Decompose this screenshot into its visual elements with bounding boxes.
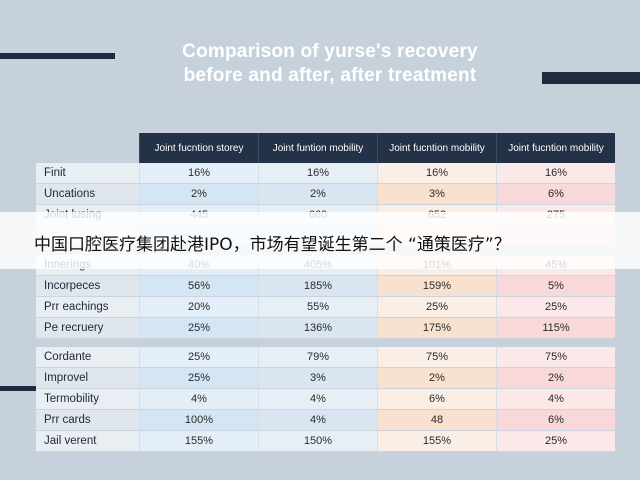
table-cell: 25% xyxy=(377,296,497,318)
table-cell: 2% xyxy=(377,367,497,389)
table-cell: 100% xyxy=(139,409,259,431)
table-cell: 25% xyxy=(496,430,615,452)
comparison-table: Joint fucntion storey Joint funtion mobi… xyxy=(36,133,615,452)
table-cell: 6% xyxy=(377,388,497,410)
table-corner xyxy=(36,133,140,163)
row-label: Cordante xyxy=(36,347,140,368)
table-cell: 2% xyxy=(139,183,259,205)
table-row: Cordante 25% 79% 75% 75% xyxy=(36,347,615,368)
table-cell: 56% xyxy=(139,275,259,297)
row-label: Incorpeces xyxy=(36,275,140,297)
table-cell: 16% xyxy=(139,163,259,184)
table-cell: 2% xyxy=(258,183,378,205)
table-cell: 3% xyxy=(377,183,497,205)
table-cell: 185% xyxy=(258,275,378,297)
table-cell: 25% xyxy=(139,347,259,368)
table-row: Jail verent 155% 150% 155% 25% xyxy=(36,430,615,452)
column-header: Joint fucntion mobility xyxy=(377,133,497,163)
table-cell: 79% xyxy=(258,347,378,368)
headline-text: 中国口腔医疗集团赴港IPO，市场有望诞生第二个 “通策医疗”？ xyxy=(34,235,511,255)
table-cell: 150% xyxy=(258,430,378,452)
table-cell: 155% xyxy=(139,430,259,452)
table-row: Prr eachings 20% 55% 25% 25% xyxy=(36,296,615,318)
table-cell: 136% xyxy=(258,317,378,339)
table-cell: 6% xyxy=(496,409,615,431)
table-row: Termobility 4% 4% 6% 4% xyxy=(36,388,615,410)
row-label: Jail verent xyxy=(36,430,140,452)
table-cell: 75% xyxy=(496,347,615,368)
table-row: Pe recruery 25% 136% 175% 115% xyxy=(36,317,615,339)
table-cell: 4% xyxy=(139,388,259,410)
chart-title-line-1: Comparison of yurse's recovery xyxy=(182,41,478,62)
table-cell: 48 xyxy=(377,409,497,431)
table-cell: 175% xyxy=(377,317,497,339)
row-label: Prr cards xyxy=(36,409,140,431)
row-label: Finit xyxy=(36,163,140,184)
table-cell: 16% xyxy=(258,163,378,184)
table-cell: 20% xyxy=(139,296,259,318)
column-header: Joint funtion mobility xyxy=(258,133,378,163)
row-label: Uncations xyxy=(36,183,140,205)
row-label: Pe recruery xyxy=(36,317,140,339)
table-cell: 155% xyxy=(377,430,497,452)
table-cell: 75% xyxy=(377,347,497,368)
table-cell: 16% xyxy=(377,163,497,184)
table-row: Prr cards 100% 4% 48 6% xyxy=(36,409,615,431)
decorative-bar-right xyxy=(542,72,640,84)
group-separator xyxy=(36,338,615,347)
table-cell: 159% xyxy=(377,275,497,297)
table-cell: 25% xyxy=(496,296,615,318)
row-label: Prr eachings xyxy=(36,296,140,318)
table-row: Uncations 2% 2% 3% 6% xyxy=(36,183,615,205)
table-cell: 115% xyxy=(496,317,615,339)
table-cell: 2% xyxy=(496,367,615,389)
table-row: Improvel 25% 3% 2% 2% xyxy=(36,367,615,389)
group-separator-cell xyxy=(36,338,615,347)
table-cell: 4% xyxy=(496,388,615,410)
decorative-bar-bottom xyxy=(0,386,42,391)
table-cell: 25% xyxy=(139,317,259,339)
headline-overlay xyxy=(0,212,640,269)
table-cell: 25% xyxy=(139,367,259,389)
table-cell: 6% xyxy=(496,183,615,205)
table-cell: 5% xyxy=(496,275,615,297)
table-header-row: Joint fucntion storey Joint funtion mobi… xyxy=(36,133,615,163)
table-cell: 4% xyxy=(258,388,378,410)
table-row: Incorpeces 56% 185% 159% 5% xyxy=(36,275,615,297)
table-body: Finit16%16%16%16%Uncations2%2%3%6%Joint … xyxy=(36,163,615,452)
table-cell: 16% xyxy=(496,163,615,184)
table-cell: 55% xyxy=(258,296,378,318)
row-label: Termobility xyxy=(36,388,140,410)
table-row: Finit 16% 16% 16% 16% xyxy=(36,163,615,184)
column-header: Joint fucntion mobility xyxy=(496,133,615,163)
table-cell: 3% xyxy=(258,367,378,389)
chart-title-line-2: before and after, after treatment xyxy=(183,65,477,86)
decorative-bar-left xyxy=(0,53,115,59)
row-label: Improvel xyxy=(36,367,140,389)
chart-title: Comparison of yurse's recovery before an… xyxy=(120,40,540,88)
table-cell: 4% xyxy=(258,409,378,431)
column-header: Joint fucntion storey xyxy=(139,133,259,163)
